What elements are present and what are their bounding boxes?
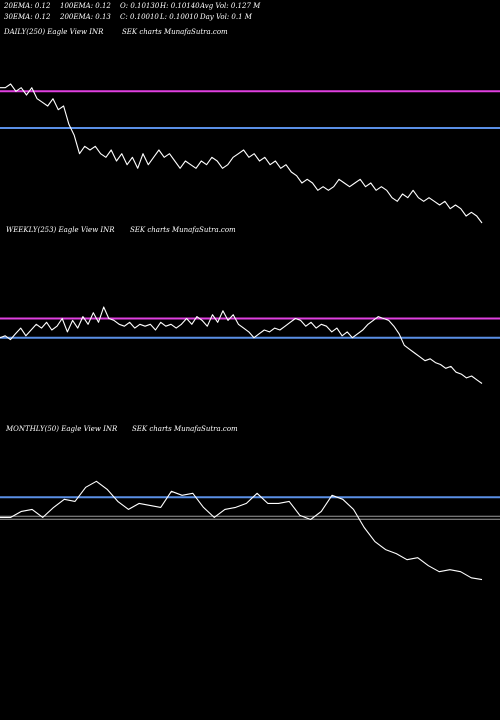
- weekly-price-line: [0, 306, 483, 384]
- monthly-panel-title: MONTHLY(50) Eagle View INR: [5, 425, 118, 433]
- weekly-panel-subtitle: SEK charts MunafaSutra.com: [130, 226, 236, 234]
- stat-day-vol: Day Vol: 0.1 M: [199, 13, 253, 21]
- stat-low: L: 0.10010: [159, 13, 199, 21]
- monthly-panel: MONTHLY(50) Eagle View INR SEK charts Mu…: [0, 425, 500, 581]
- stat-30ema: 30EMA: 0.12: [4, 13, 51, 21]
- stat-close: C: 0.10010: [120, 13, 159, 21]
- daily-panel-title: DAILY(250) Eagle View INR: [3, 28, 104, 36]
- daily-panel-subtitle: SEK charts MunafaSutra.com: [122, 28, 228, 36]
- header-stats: 20EMA: 0.12 100EMA: 0.12 O: 0.10130 H: 0…: [3, 2, 261, 21]
- stat-open: O: 0.10130: [120, 2, 160, 10]
- daily-plot: [0, 83, 500, 224]
- weekly-panel: WEEKLY(253) Eagle View INR SEK charts Mu…: [0, 226, 500, 384]
- weekly-panel-title: WEEKLY(253) Eagle View INR: [6, 226, 115, 234]
- daily-price-line: [0, 83, 483, 224]
- stat-avg-vol: Avg Vol: 0.127 M: [199, 2, 261, 10]
- stat-200ema: 200EMA: 0.13: [59, 13, 111, 21]
- monthly-panel-subtitle: SEK charts MunafaSutra.com: [132, 425, 238, 433]
- monthly-plot: [0, 480, 500, 581]
- monthly-price-line: [0, 480, 483, 581]
- stat-high: H: 0.10140: [159, 2, 200, 10]
- stat-100ema: 100EMA: 0.12: [60, 2, 111, 10]
- weekly-plot: [0, 306, 500, 384]
- stat-20ema: 20EMA: 0.12: [3, 2, 51, 10]
- daily-panel: DAILY(250) Eagle View INR SEK charts Mun…: [0, 28, 500, 224]
